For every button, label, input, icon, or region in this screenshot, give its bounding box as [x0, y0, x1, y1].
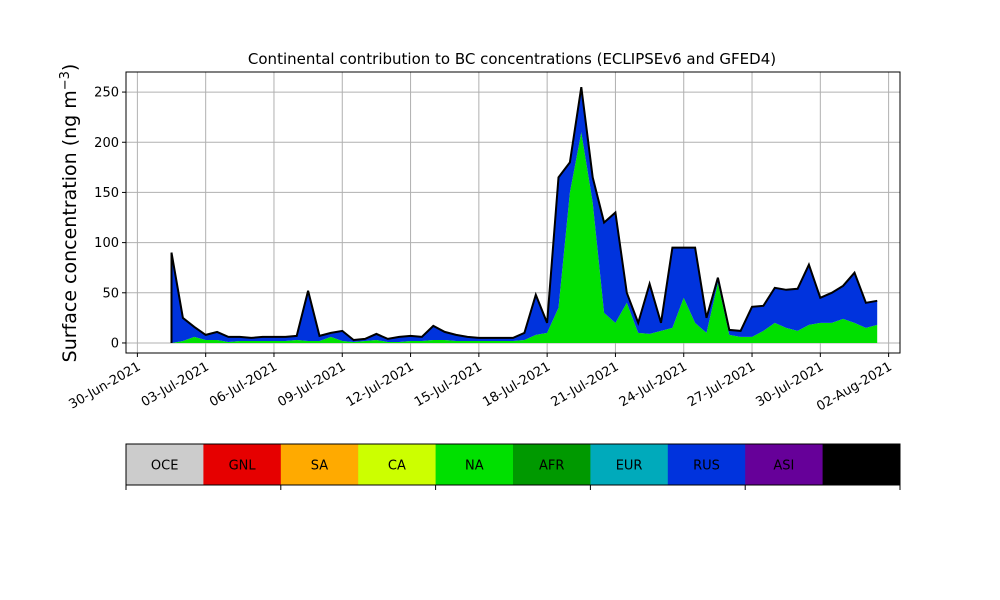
legend-swatch-afr [513, 444, 591, 485]
x-tick-label: 24-Jul-2021 [617, 359, 690, 410]
legend-label-na: NA [465, 459, 484, 474]
y-axis-label: Surface concentration (ng m−3) [58, 64, 81, 363]
x-tick-label: 02-Aug-2021 [814, 359, 894, 414]
x-axis-ticks: 30-Jun-202103-Jul-202106-Jul-202109-Jul-… [67, 353, 895, 415]
y-tick-label: 0 [111, 336, 119, 351]
legend-label-ca: CA [388, 459, 406, 474]
x-tick-label: 30-Jun-2021 [67, 359, 144, 412]
y-tick-label: 50 [102, 286, 119, 301]
y-tick-label: 200 [94, 136, 119, 151]
x-tick-label: 15-Jul-2021 [412, 359, 485, 410]
stacked-areas [171, 87, 878, 343]
x-tick-label: 12-Jul-2021 [344, 359, 417, 410]
x-tick-label: 18-Jul-2021 [480, 359, 553, 410]
y-tick-label: 100 [94, 236, 119, 251]
y-axis-ticks: 0 50 100 150 200 250 [94, 86, 126, 351]
legend-swatch-sa [280, 444, 359, 485]
plot-area [125, 71, 901, 354]
x-tick-label: 06-Jul-2021 [207, 359, 280, 410]
x-tick-label: 03-Jul-2021 [139, 359, 212, 410]
y-axis-label-main: Surface concentration (ng m [59, 90, 81, 362]
y-tick-label: 150 [94, 186, 119, 201]
legend-label-oce: OCE [151, 459, 179, 474]
legend-swatch-gnl [203, 444, 282, 485]
legend-swatch-asi [745, 444, 824, 485]
legend-swatch-na [435, 444, 514, 485]
y-tick-label: 250 [94, 86, 119, 101]
x-tick-label: 09-Jul-2021 [275, 359, 348, 410]
legend-frame [125, 443, 901, 486]
total-outline [170, 86, 878, 343]
color-legend: OCE GNL SA CA NA AFR EUR RUS ASI AUS [125, 443, 901, 490]
legend-swatch-ca [358, 444, 437, 485]
legend-label-rus: RUS [693, 459, 720, 474]
chart-title: Continental contribution to BC concentra… [248, 50, 776, 68]
legend-swatch-eur [590, 444, 669, 485]
y-axis-label-superscript: −3 [58, 71, 73, 90]
legend-label-sa: SA [311, 459, 328, 474]
legend-label-asi: ASI [773, 459, 794, 474]
legend-swatch-oce [126, 444, 204, 485]
x-tick-label: 27-Jul-2021 [685, 359, 758, 410]
legend-label-gnl: GNL [229, 459, 257, 474]
y-axis-label-close: ) [59, 64, 81, 71]
legend-swatch-aus [822, 444, 901, 485]
area-rus [171, 87, 878, 343]
legend-label-aus: AUS [848, 459, 875, 474]
legend-label-eur: EUR [616, 459, 643, 474]
legend-label-afr: AFR [539, 459, 564, 474]
legend-swatch-rus [667, 444, 746, 485]
x-tick-label: 21-Jul-2021 [549, 359, 622, 410]
plot-frame [125, 71, 901, 354]
